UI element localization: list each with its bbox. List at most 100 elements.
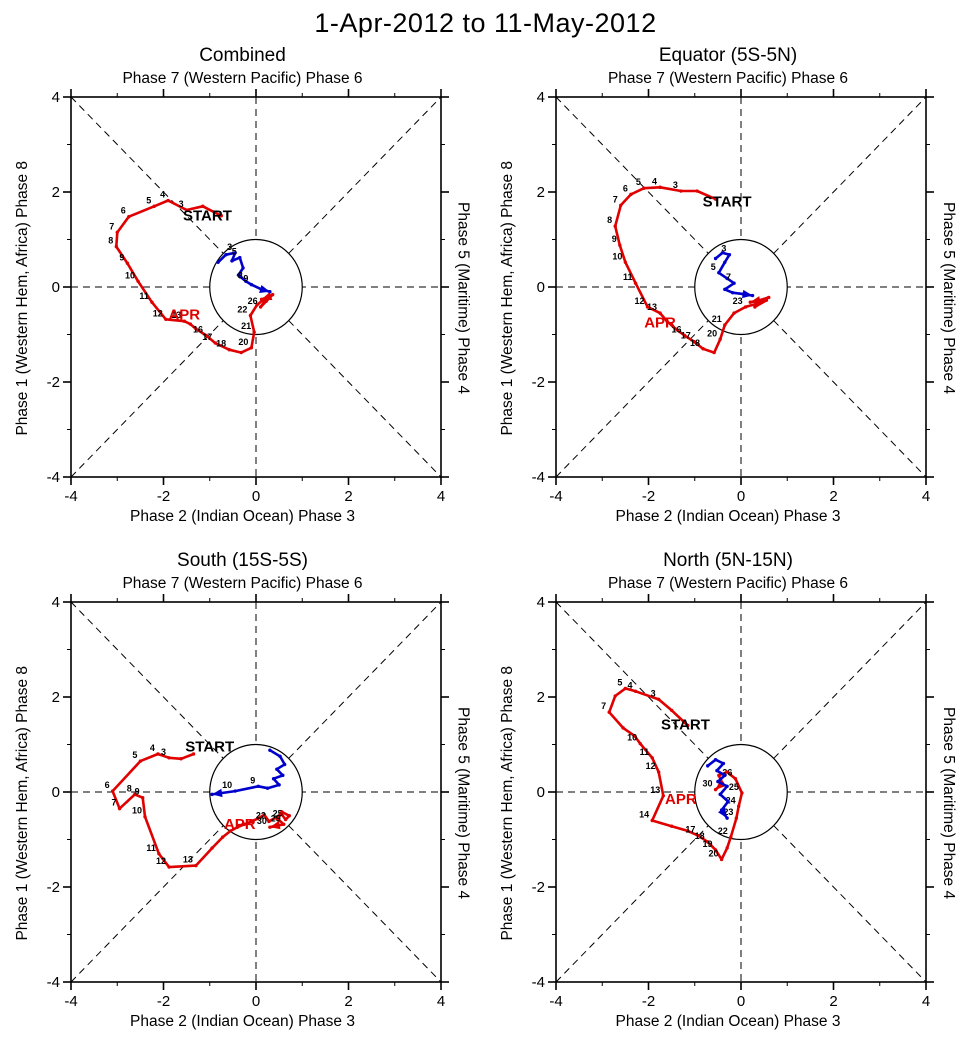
day-label: 10 bbox=[125, 270, 135, 280]
day-label: 6 bbox=[104, 780, 109, 790]
x-tick-label: 4 bbox=[922, 993, 930, 1010]
unit-circle bbox=[694, 238, 788, 336]
y-tick-label: 4 bbox=[51, 594, 59, 611]
arrowhead bbox=[211, 788, 223, 798]
y-tick-label: -2 bbox=[46, 374, 59, 391]
day-label: 5 bbox=[132, 750, 137, 760]
day-label: 7 bbox=[111, 798, 116, 808]
y-tick-label: 0 bbox=[51, 279, 59, 296]
phase2-phase3-label: Phase 2 (Indian Ocean) Phase 3 bbox=[615, 1013, 841, 1030]
day-label: 21 bbox=[241, 321, 251, 331]
day-label: 23 bbox=[723, 807, 733, 817]
day-label: 19 bbox=[703, 839, 713, 849]
month-label: APR bbox=[223, 816, 255, 833]
phase5-phase4-label: Phase 5 (Maritime) Phase 4 bbox=[454, 706, 472, 900]
y-tick-label: -4 bbox=[532, 974, 545, 991]
trajectory-may: 357 bbox=[711, 244, 755, 299]
phase2-phase3-label: Phase 2 (Indian Ocean) Phase 3 bbox=[130, 1013, 355, 1030]
phase1-phase8-label: Phase 1 (Western Hem, Africa) Phase 8 bbox=[13, 665, 31, 941]
day-label: 17 bbox=[685, 825, 695, 835]
month-label: APR bbox=[168, 306, 200, 323]
x-tick-label: -4 bbox=[549, 993, 562, 1010]
day-label: 3 bbox=[651, 688, 656, 698]
x-tick-label: 0 bbox=[737, 993, 745, 1010]
y-tick-label: 0 bbox=[51, 784, 59, 801]
y-tick-label: -2 bbox=[532, 879, 545, 896]
day-label: 11 bbox=[640, 747, 650, 757]
start-label: START bbox=[185, 739, 234, 756]
month-label: APR bbox=[644, 314, 676, 331]
start-label: START bbox=[661, 716, 710, 733]
y-tick-label: 2 bbox=[537, 184, 545, 201]
phase7-phase6-label: Phase 7 (Western Pacific) Phase 6 bbox=[122, 70, 363, 87]
day-label: 14 bbox=[639, 810, 649, 820]
day-label: 5 bbox=[636, 177, 641, 187]
x-tick-label: 4 bbox=[436, 993, 444, 1010]
x-tick-label: 2 bbox=[344, 488, 352, 505]
x-tick-label: 4 bbox=[436, 488, 444, 505]
day-label: 4 bbox=[160, 190, 165, 200]
y-tick-label: 0 bbox=[537, 279, 545, 296]
day-label: 20 bbox=[238, 337, 248, 347]
phase1-phase8-label: Phase 1 (Western Hem, Africa) Phase 8 bbox=[499, 665, 516, 941]
phase5-phase4-label: Phase 5 (Maritime) Phase 4 bbox=[940, 201, 957, 395]
day-label: 9 bbox=[612, 234, 617, 244]
y-tick-label: 2 bbox=[51, 689, 59, 706]
phase7-phase6-label: Phase 7 (Western Pacific) Phase 6 bbox=[607, 70, 849, 87]
trajectory-may: 9 10 bbox=[209, 748, 286, 798]
page-title: 1-Apr-2012 to 11-May-2012 bbox=[314, 8, 657, 38]
y-tick-label: -4 bbox=[46, 469, 59, 486]
day-label: 13 bbox=[182, 855, 192, 865]
day-label: 9 bbox=[250, 775, 255, 785]
day-label: 17 bbox=[681, 331, 691, 341]
x-tick-label: -2 bbox=[156, 993, 169, 1010]
day-label: 5 bbox=[711, 262, 716, 272]
day-label: 7 bbox=[601, 701, 606, 711]
day-label: 13 bbox=[650, 785, 660, 795]
x-tick-label: -2 bbox=[156, 488, 169, 505]
panel-north: North (5N-15N) Phase 7 (Western Pacific)… bbox=[485, 548, 971, 1031]
day-label: 12 bbox=[156, 856, 166, 866]
day-label: 4 bbox=[652, 176, 657, 186]
day-label: 30 bbox=[256, 816, 266, 826]
day-label: 3 bbox=[673, 180, 678, 190]
day-label: 24 bbox=[726, 795, 736, 805]
day-label: 5 bbox=[617, 677, 622, 687]
day-label: 4 bbox=[628, 680, 633, 690]
day-label: 25 bbox=[272, 809, 282, 819]
day-label: 23 bbox=[733, 296, 743, 306]
day-label: 17 bbox=[202, 332, 212, 342]
day-label: 22 bbox=[255, 810, 265, 820]
day-label: 20 bbox=[707, 328, 717, 338]
x-tick-label: -2 bbox=[642, 993, 655, 1010]
day-label: 9 bbox=[134, 787, 139, 797]
y-tick-label: 4 bbox=[537, 89, 545, 106]
y-tick-label: 2 bbox=[537, 689, 545, 706]
day-label: 8 bbox=[607, 215, 612, 225]
day-label: 22 bbox=[237, 305, 247, 315]
y-tick-label: 4 bbox=[537, 594, 545, 611]
x-tick-label: -4 bbox=[549, 488, 562, 505]
day-label: 3 bbox=[721, 244, 726, 254]
day-label: 8 bbox=[108, 236, 113, 246]
day-label: 6 bbox=[120, 206, 125, 216]
day-label: 10 bbox=[131, 806, 141, 816]
day-label: 18 bbox=[216, 339, 226, 349]
panel-equator: Equator (5S-5N) Phase 7 (Western Pacific… bbox=[485, 43, 971, 526]
day-label: 8 bbox=[237, 270, 242, 280]
start-label: START bbox=[703, 193, 752, 210]
x-tick-label: 2 bbox=[344, 993, 352, 1010]
panel-title: North (5N-15N) bbox=[663, 550, 793, 571]
phase1-phase8-label: Phase 1 (Western Hem, Africa) Phase 8 bbox=[13, 160, 31, 436]
y-tick-label: -4 bbox=[532, 469, 545, 486]
arrowhead bbox=[715, 779, 726, 790]
day-label: 5 bbox=[146, 195, 151, 205]
day-label: 13 bbox=[171, 310, 181, 320]
panel-grid: Combined Phase 7 (Western Pacific) Phase… bbox=[0, 43, 971, 1031]
month-label: APR bbox=[665, 791, 697, 808]
